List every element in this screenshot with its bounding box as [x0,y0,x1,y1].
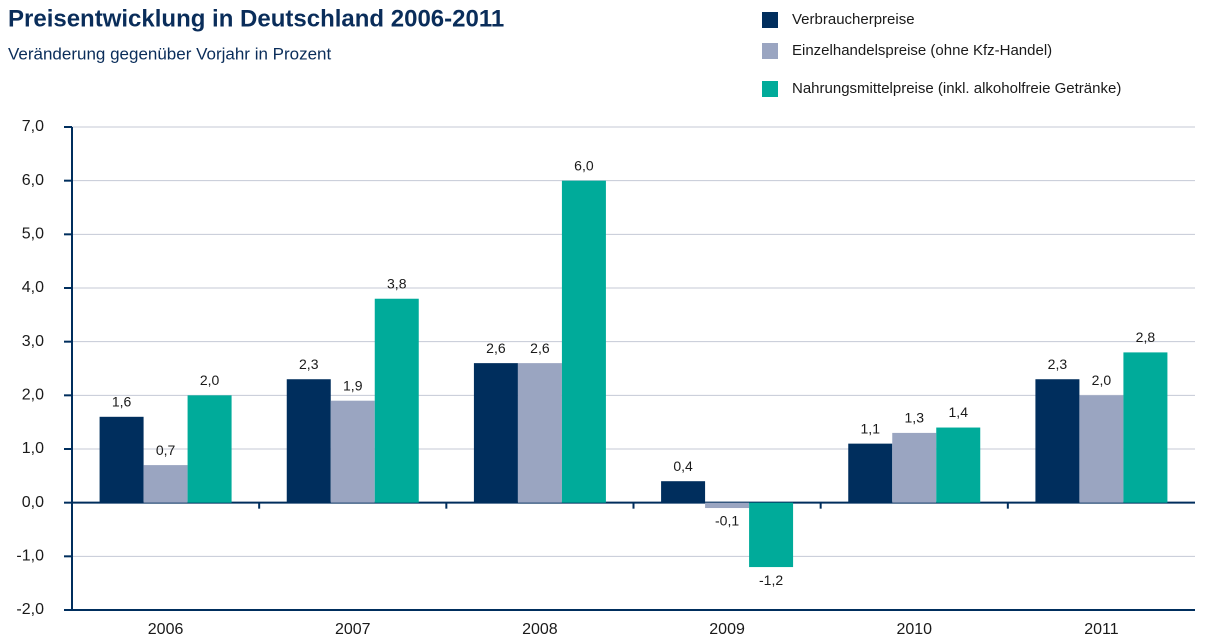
y-tick-label: 2,0 [22,387,44,404]
x-tick-label: 2008 [522,621,558,638]
y-tick-label: 7,0 [22,118,44,135]
bar [374,298,419,503]
y-tick-label: 6,0 [22,172,44,189]
bar [749,502,794,568]
bar [187,395,232,503]
y-tick-label: 3,0 [22,333,44,350]
y-tick-label: -1,0 [16,548,44,565]
y-tick-label: -2,0 [16,601,44,618]
bar [848,443,893,503]
bar [1123,352,1168,503]
value-label: -0,1 [715,513,739,529]
value-label: 2,6 [486,340,506,356]
bar [936,427,981,503]
bar [561,180,606,503]
value-label: 6,0 [574,157,594,173]
legend-swatch [762,81,778,97]
bar [473,363,518,503]
legend-label: Einzelhandelspreise (ohne Kfz-Handel) [792,42,1052,59]
bar [661,481,706,503]
x-tick-label: 2009 [709,621,745,638]
value-label: 2,8 [1136,329,1156,345]
bar [330,400,375,503]
value-label: 1,6 [112,394,132,410]
value-label: 2,0 [200,372,220,388]
y-tick-label: 5,0 [22,226,44,243]
legend-label: Verbraucherpreise [792,11,915,28]
value-label: 1,1 [861,420,881,436]
bar [705,502,750,509]
value-label: -1,2 [759,572,783,588]
value-label: 3,8 [387,275,407,291]
value-label: 2,0 [1092,372,1112,388]
bar [143,465,188,503]
value-label: 1,4 [949,404,969,420]
legend-swatch [762,43,778,59]
x-tick-label: 2011 [1084,621,1119,638]
chart-title: Preisentwicklung in Deutschland 2006-201… [8,5,504,32]
legend-label: Nahrungsmittelpreise (inkl. alkoholfreie… [792,80,1121,97]
y-tick-label: 0,0 [22,494,44,511]
bar [892,432,937,503]
y-tick-label: 1,0 [22,440,44,457]
x-tick-label: 2006 [148,621,184,638]
value-label: 1,3 [905,410,925,426]
bar [517,363,562,503]
x-tick-label: 2007 [335,621,371,638]
chart-subtitle: Veränderung gegenüber Vorjahr in Prozent [8,44,332,63]
value-label: 0,4 [673,458,693,474]
bar [99,416,144,503]
bar [1079,395,1124,503]
x-tick-label: 2010 [896,621,932,638]
bar [286,379,331,503]
value-label: 2,3 [299,356,319,372]
value-label: 1,9 [343,377,363,393]
value-label: 2,6 [530,340,550,356]
y-tick-label: 4,0 [22,279,44,296]
value-label: 2,3 [1048,356,1068,372]
value-label: 0,7 [156,442,176,458]
bar [1035,379,1080,503]
legend-swatch [762,12,778,28]
